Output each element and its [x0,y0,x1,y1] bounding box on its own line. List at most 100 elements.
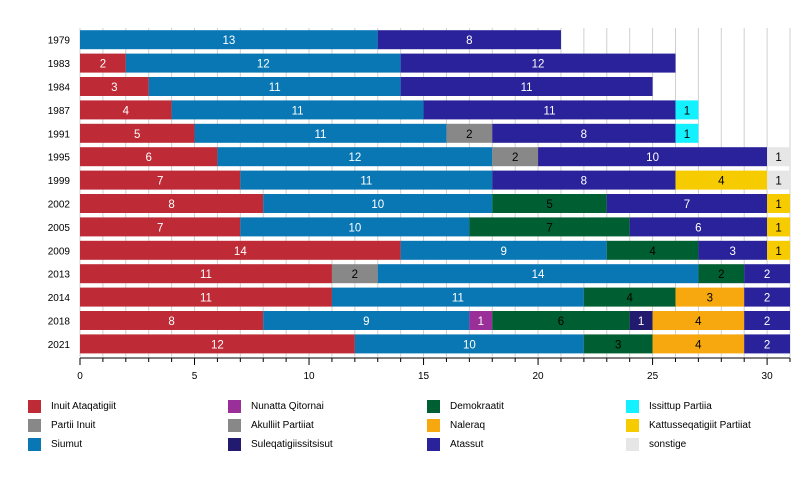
bar-segment [400,53,676,73]
year-label: 2013 [48,270,71,281]
year-label: 1995 [48,153,71,164]
bar-value-label: 6 [695,222,701,234]
bar-value-label: 7 [684,199,690,211]
year-label: 1983 [48,59,71,70]
bar-segment [492,170,676,190]
bar-segment [606,194,768,213]
bar-segment [675,123,699,143]
x-tick-label: 30 [762,371,774,382]
bar-segment [80,123,195,143]
year-label: 2014 [48,293,71,304]
legend-label: Akulliit Partiiat [251,419,314,431]
bar-segment [744,311,790,330]
bar-segment [80,100,172,120]
bar-value-label: 1 [478,316,484,328]
x-tick-label: 20 [533,371,545,382]
bars: 13 82 12 123 11 114 11 11 15 11 2 8 16 12 2 10 17 11 8 4 18 1… [80,30,790,354]
bar-segment [675,100,699,120]
bar-value-label: 5 [134,129,140,141]
bar-value-label: 2 [100,59,106,71]
legend-item: Suleqatigiissitsisut [228,436,333,452]
bar-value-label: 1 [684,129,690,141]
bar-segment [80,77,149,96]
year-label: 1979 [48,36,71,47]
legend-label: Suleqatigiissitsisut [251,438,333,450]
bar-segment [767,217,790,237]
bar-value-label: 1 [775,199,781,211]
year-label: 1987 [48,106,71,117]
legend-item: Demokraatit [427,398,504,414]
bar-segment [263,194,493,213]
x-tick-label: 25 [647,371,659,382]
bar-value-label: 2 [764,316,770,328]
bar-value-label: 1 [775,176,781,188]
legend-label: Issittup Partiia [649,400,712,412]
bar-segment [744,287,790,307]
legend-item: Atassut [427,436,483,452]
bar-value-label: 14 [234,246,247,258]
bar-value-label: 11 [315,129,327,141]
bar-value-label: 5 [546,199,552,211]
stacked-bar-chart: 13 82 12 123 11 114 11 11 15 11 2 8 16 12 2 10 17 11 8 4 18 1… [48,28,791,382]
bar-segment [331,287,584,307]
bar-segment [469,217,630,237]
year-label: 2009 [48,246,71,257]
year-label: 2018 [48,317,71,328]
bar-segment [354,334,584,354]
bar-value-label: 8 [168,199,174,211]
bar-value-label: 2 [764,339,770,351]
bar-segment [171,100,424,120]
bar-segment [400,77,653,96]
bar-value-label: 12 [211,339,224,351]
bar-value-label: 2 [352,269,358,281]
bar-value-label: 2 [512,152,518,164]
bar-value-label: 10 [463,339,476,351]
bar-segment [80,264,332,284]
legend-swatch [427,437,440,451]
bar-segment [446,123,493,143]
x-tick-label: 10 [303,371,315,382]
bar-segment [767,240,790,260]
bar-value-label: 4 [718,176,725,188]
year-label: 2005 [48,223,71,234]
legend-item: Issittup Partiia [626,398,712,414]
year-label: 1991 [48,129,71,140]
bar-segment [240,170,493,190]
bar-value-label: 2 [764,269,770,281]
bar-value-label: 11 [200,293,212,305]
bar-value-label: 11 [544,105,556,117]
bar-value-label: 9 [363,316,369,328]
bar-segment [80,194,264,213]
bar-value-label: 11 [200,269,212,281]
legend-swatch [28,437,41,451]
bar-segment [263,311,470,330]
bar-value-label: 6 [146,152,152,164]
legend-label: Naleraq [450,419,486,431]
legend-swatch [626,437,639,451]
bar-value-label: 8 [581,176,587,188]
legend-swatch [427,399,440,413]
legend-label: Inuit Ataqatigiit [51,400,117,412]
bar-segment [80,147,218,167]
bar-segment [606,240,699,260]
bar-segment [80,30,378,50]
bar-segment [331,264,378,284]
bar-value-label: 1 [775,246,781,258]
bar-segment [80,311,264,330]
bar-value-label: 2 [718,269,724,281]
bar-value-label: 8 [168,316,174,328]
year-label: 2021 [48,340,71,351]
legend-label: Kattusseqatigiit Partiiat [649,419,751,431]
x-tick-label: 15 [418,371,430,382]
bar-value-label: 1 [684,105,690,117]
bar-value-label: 4 [695,316,702,328]
bar-value-label: 4 [626,293,633,305]
year-label: 1984 [48,83,71,94]
bar-segment [767,170,790,190]
bar-segment [492,123,676,143]
legend-swatch [228,418,241,432]
bar-segment [80,170,241,190]
x-tick-label: 5 [192,371,198,382]
bar-value-label: 12 [532,59,545,71]
